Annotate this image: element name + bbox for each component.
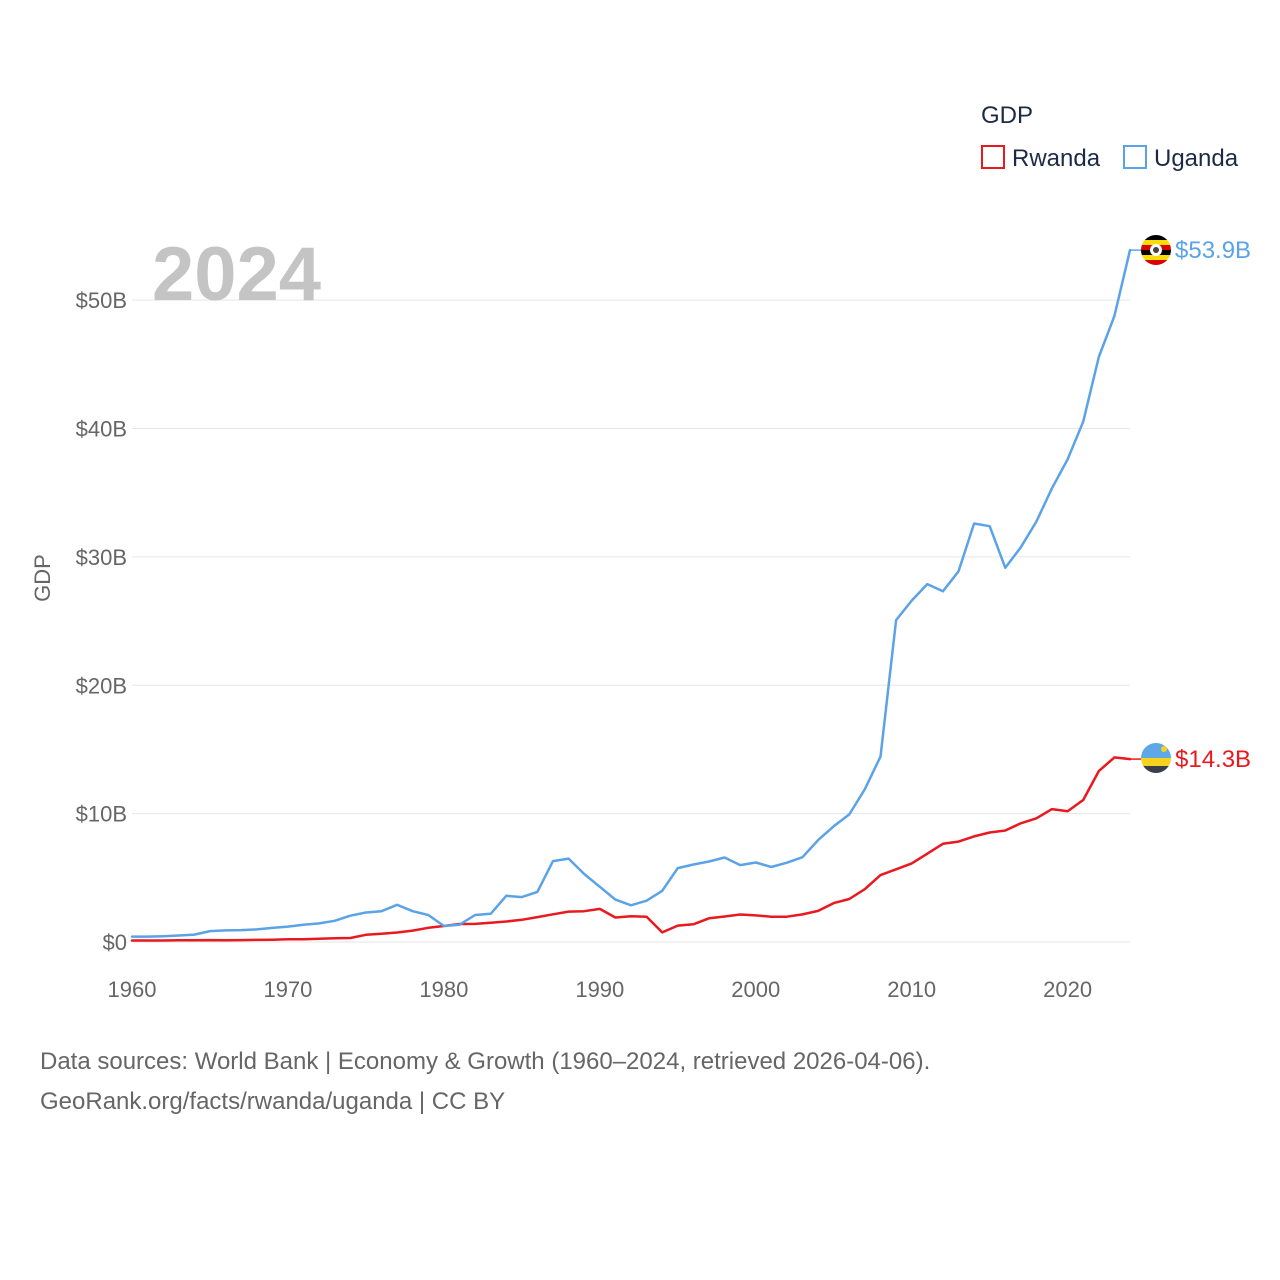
rwanda-end-value-label: $14.3B bbox=[1175, 746, 1251, 773]
legend-swatch-rwanda bbox=[981, 145, 1005, 169]
rwanda-end-marker: $14.3B bbox=[1130, 743, 1251, 773]
uganda-end-marker: $53.9B bbox=[1130, 235, 1251, 265]
y-tick-label: $10B bbox=[76, 802, 127, 827]
y-axis-ticks: $0 $10B $20B $30B $40B $50B bbox=[76, 288, 127, 955]
attribution-link[interactable]: GeoRank.org/facts/rwanda/uganda | CC BY bbox=[40, 1088, 506, 1115]
y-tick-label: $50B bbox=[76, 288, 127, 313]
uganda-end-value-label: $53.9B bbox=[1175, 237, 1251, 264]
x-tick-label: 2020 bbox=[1043, 977, 1092, 1002]
legend-label-uganda: Uganda bbox=[1154, 145, 1239, 172]
year-label: 2024 bbox=[152, 232, 321, 317]
data-sources-text: Data sources: World Bank | Economy & Gro… bbox=[40, 1048, 931, 1075]
x-axis-ticks: 1960 1970 1980 1990 2000 2010 2020 bbox=[108, 977, 1093, 1002]
x-tick-label: 1980 bbox=[419, 977, 468, 1002]
gridlines bbox=[132, 299, 1130, 943]
uganda-flag-icon bbox=[1141, 235, 1171, 265]
legend-item-rwanda[interactable]: Rwanda bbox=[981, 145, 1101, 172]
legend-label-rwanda: Rwanda bbox=[1012, 145, 1101, 172]
legend-title: GDP bbox=[981, 102, 1033, 129]
x-tick-label: 1970 bbox=[263, 977, 312, 1002]
x-tick-label: 1960 bbox=[108, 977, 157, 1002]
rwanda-flag-icon bbox=[1141, 743, 1171, 773]
series-line-rwanda bbox=[130, 756, 1132, 942]
y-tick-label: $30B bbox=[76, 545, 127, 570]
x-tick-label: 1990 bbox=[575, 977, 624, 1002]
y-tick-label: $20B bbox=[76, 673, 127, 698]
legend: GDP Rwanda Uganda bbox=[981, 102, 1239, 172]
legend-item-uganda[interactable]: Uganda bbox=[1123, 145, 1239, 172]
legend-swatch-uganda bbox=[1123, 145, 1147, 169]
series-lines bbox=[130, 248, 1132, 942]
y-tick-label: $40B bbox=[76, 417, 127, 442]
x-tick-label: 2000 bbox=[731, 977, 780, 1002]
gdp-line-chart: $0 $10B $20B $30B $40B $50B 1960 1970 1980 1990 2… bbox=[30, 102, 1251, 1002]
y-axis-title: GDP bbox=[30, 554, 55, 602]
footer: Data sources: World Bank | Economy & Gro… bbox=[40, 1042, 930, 1122]
series-line-uganda bbox=[130, 248, 1132, 938]
x-tick-label: 2010 bbox=[887, 977, 936, 1002]
y-tick-label: $0 bbox=[103, 930, 127, 955]
